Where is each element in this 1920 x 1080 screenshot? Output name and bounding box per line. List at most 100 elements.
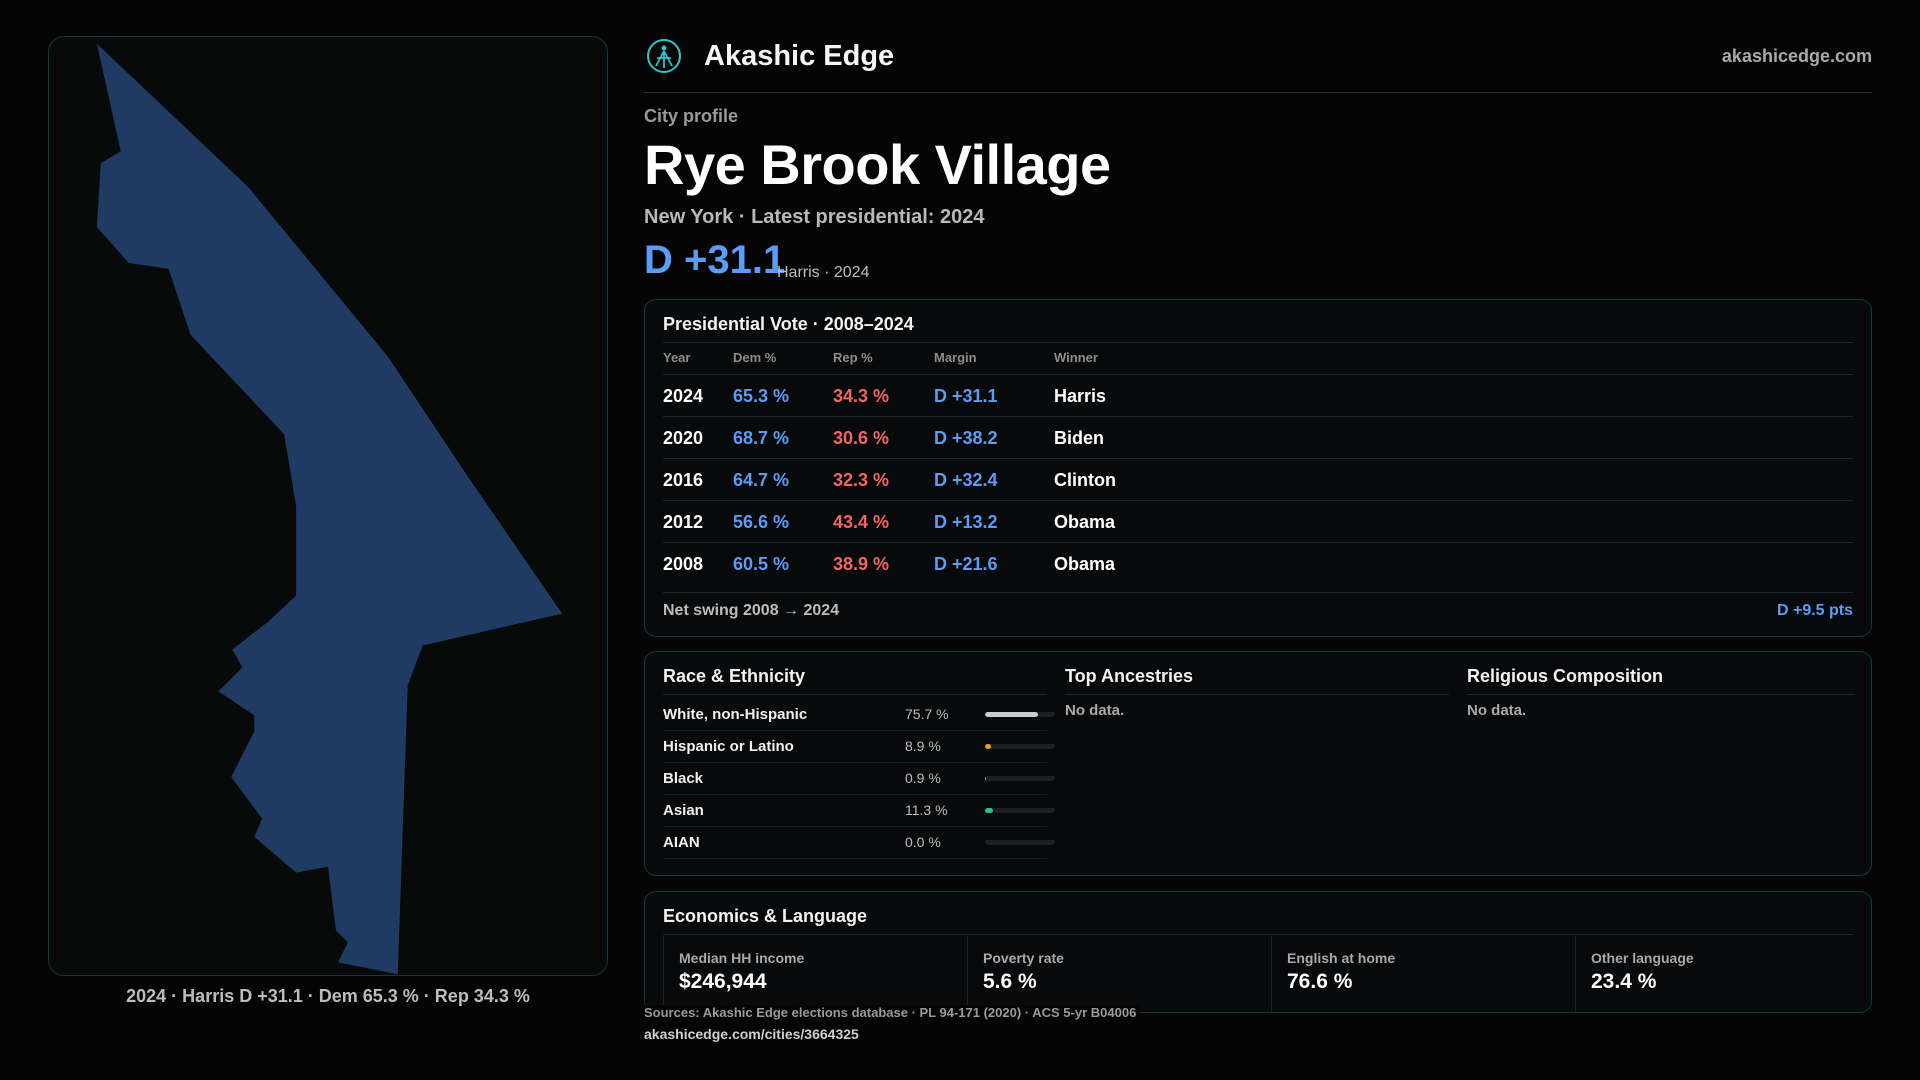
- row-year: 2008: [663, 554, 704, 574]
- vote-card-title: Presidential Vote · 2008–2024: [663, 314, 914, 334]
- row-rep: 30.6 %: [833, 428, 890, 448]
- race-pct: 8.9 %: [905, 738, 941, 754]
- race-label: Asian: [663, 802, 704, 819]
- religion-title: Religious Composition: [1467, 666, 1663, 686]
- column-header-year: Year: [663, 350, 691, 365]
- race-bar-fill: [985, 776, 987, 781]
- row-dem: 64.7 %: [733, 470, 790, 490]
- divider: [663, 934, 1853, 935]
- brand-name[interactable]: Akashic Edge: [704, 40, 895, 72]
- city-boundary-shape: [96, 43, 563, 975]
- row-winner: Obama: [1054, 512, 1116, 532]
- stat-value: 23.4 %: [1591, 970, 1657, 993]
- row-rep: 43.4 %: [833, 512, 890, 532]
- row-year: 2012: [663, 512, 704, 532]
- race-title: Race & Ethnicity: [663, 666, 806, 686]
- row-rep: 38.9 %: [833, 554, 890, 574]
- row-dem: 56.6 %: [733, 512, 790, 532]
- divider: [663, 694, 1047, 695]
- stat-label: English at home: [1287, 950, 1396, 966]
- page-url-link[interactable]: akashicedge.com/cities/3664325: [644, 1026, 859, 1042]
- race-bar: [985, 808, 1055, 813]
- race-bar-fill: [985, 808, 993, 813]
- row-year: 2024: [663, 386, 704, 406]
- religion-empty: No data.: [1467, 702, 1527, 719]
- stat-other-language: Other language 23.4 %: [1575, 936, 1866, 1012]
- race-pct: 0.0 %: [905, 834, 941, 850]
- stat-value: 5.6 %: [983, 970, 1037, 993]
- row-winner: Harris: [1054, 386, 1107, 406]
- row-dem: 65.3 %: [733, 386, 790, 406]
- divider: [1467, 694, 1855, 695]
- stat-label: Other language: [1591, 950, 1694, 966]
- race-label: AIAN: [663, 834, 700, 851]
- stat-median-income: Median HH income $246,944: [663, 936, 954, 1012]
- race-ethnicity-section: Race & Ethnicity White, non-Hispanic 75.…: [663, 652, 1055, 877]
- race-bar: [985, 712, 1055, 717]
- table-row: 2012 56.6 % 43.4 % D +13.2 Obama: [663, 500, 1853, 543]
- column-header-dem: Dem %: [733, 350, 777, 365]
- race-pct: 11.3 %: [905, 802, 948, 818]
- row-margin: D +13.2: [934, 512, 998, 532]
- race-bar: [985, 744, 1055, 749]
- race-bar-fill: [985, 712, 1038, 717]
- row-winner: Clinton: [1054, 470, 1116, 490]
- latest-margin: D +31.1: [644, 238, 786, 282]
- race-label: Black: [663, 770, 704, 787]
- race-label: Hispanic or Latino: [663, 738, 794, 755]
- row-margin: D +38.2: [934, 428, 998, 448]
- table-row: 2016 64.7 % 32.3 % D +32.4 Clinton: [663, 458, 1853, 501]
- ancestries-empty: No data.: [1065, 702, 1125, 719]
- table-row: 2020 68.7 % 30.6 % D +38.2 Biden: [663, 416, 1853, 459]
- map-panel: [48, 36, 608, 976]
- race-row: Asian 11.3 %: [663, 794, 1055, 827]
- table-row: 2024 65.3 % 34.3 % D +31.1 Harris: [663, 374, 1853, 417]
- stat-label: Median HH income: [679, 950, 805, 966]
- sources-note: Sources: Akashic Edge elections database…: [644, 1005, 1141, 1020]
- column-header-winner: Winner: [1054, 350, 1098, 365]
- presidential-vote-card: Presidential Vote · 2008–2024 Year Dem %…: [644, 299, 1872, 637]
- race-bar-fill: [985, 744, 992, 749]
- net-swing-value: D +9.5 pts: [1776, 602, 1853, 619]
- race-row: AIAN 0.0 %: [663, 826, 1055, 859]
- race-row: Black 0.9 %: [663, 762, 1055, 795]
- net-swing-label: Net swing 2008 → 2024: [663, 602, 840, 619]
- row-dem: 68.7 %: [733, 428, 790, 448]
- ancestries-title: Top Ancestries: [1065, 666, 1194, 686]
- table-row: 2008 60.5 % 38.9 % D +21.6 Obama: [663, 542, 1853, 585]
- site-link[interactable]: akashicedge.com: [1721, 46, 1872, 66]
- city-boundary-map: [96, 43, 563, 975]
- demographics-card: Race & Ethnicity White, non-Hispanic 75.…: [644, 651, 1872, 876]
- row-rep: 32.3 %: [833, 470, 890, 490]
- race-bar: [985, 840, 1055, 845]
- row-year: 2016: [663, 470, 704, 490]
- race-row: White, non-Hispanic 75.7 %: [663, 698, 1055, 731]
- divider: [663, 342, 1853, 343]
- ancestries-section: Top Ancestries No data.: [1065, 652, 1449, 877]
- map-caption: 2024 · Harris D +31.1 · Dem 65.3 % · Rep…: [126, 986, 530, 1006]
- row-margin: D +31.1: [934, 386, 998, 406]
- column-header-rep: Rep %: [833, 350, 873, 365]
- stat-english-at-home: English at home 76.6 %: [1271, 936, 1562, 1012]
- race-bar: [985, 776, 1055, 781]
- page-subtitle: New York · Latest presidential: 2024: [644, 206, 985, 228]
- row-winner: Obama: [1054, 554, 1116, 574]
- stat-value: 76.6 %: [1287, 970, 1353, 993]
- stat-poverty-rate: Poverty rate 5.6 %: [967, 936, 1258, 1012]
- row-year: 2020: [663, 428, 704, 448]
- column-header-margin: Margin: [934, 350, 977, 365]
- compass-logo-icon: [647, 39, 681, 73]
- religion-section: Religious Composition No data.: [1467, 652, 1855, 877]
- economics-title: Economics & Language: [663, 906, 868, 926]
- divider: [663, 592, 1853, 593]
- latest-margin-note: Harris · 2024: [777, 264, 870, 281]
- race-pct: 75.7 %: [905, 706, 949, 722]
- page-title: Rye Brook Village: [644, 133, 1111, 196]
- page-kicker: City profile: [644, 106, 739, 126]
- row-margin: D +32.4: [934, 470, 998, 490]
- divider: [1065, 694, 1449, 695]
- stat-label: Poverty rate: [983, 950, 1064, 966]
- economics-card: Economics & Language Median HH income $2…: [644, 891, 1872, 1013]
- race-pct: 0.9 %: [905, 770, 941, 786]
- header: Akashic Edge akashicedge.com: [644, 36, 1872, 93]
